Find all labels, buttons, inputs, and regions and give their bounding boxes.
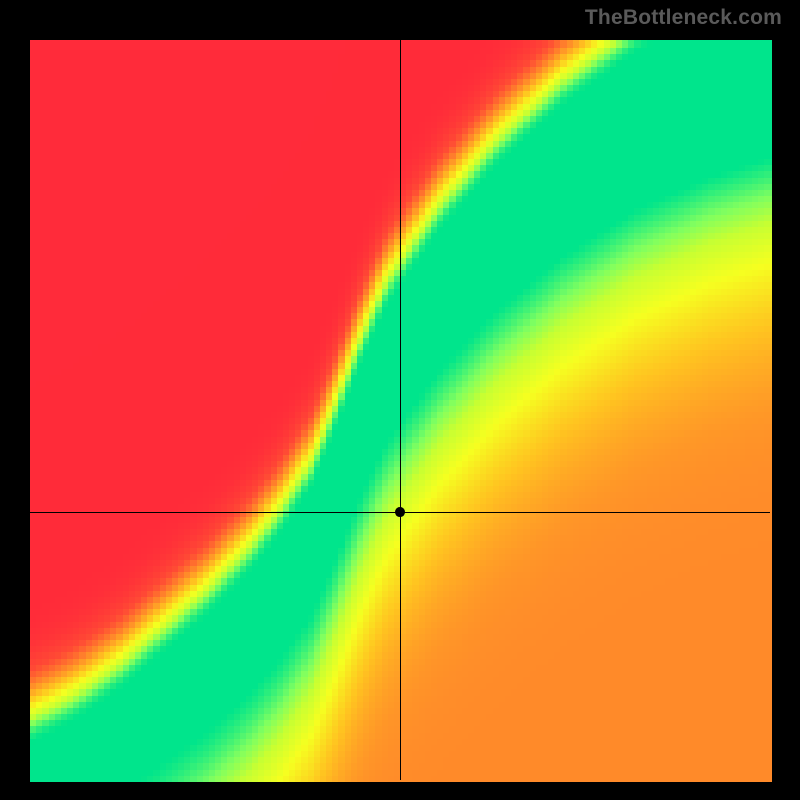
watermark-text: TheBottleneck.com: [585, 6, 782, 30]
bottleneck-heatmap: [0, 0, 800, 800]
